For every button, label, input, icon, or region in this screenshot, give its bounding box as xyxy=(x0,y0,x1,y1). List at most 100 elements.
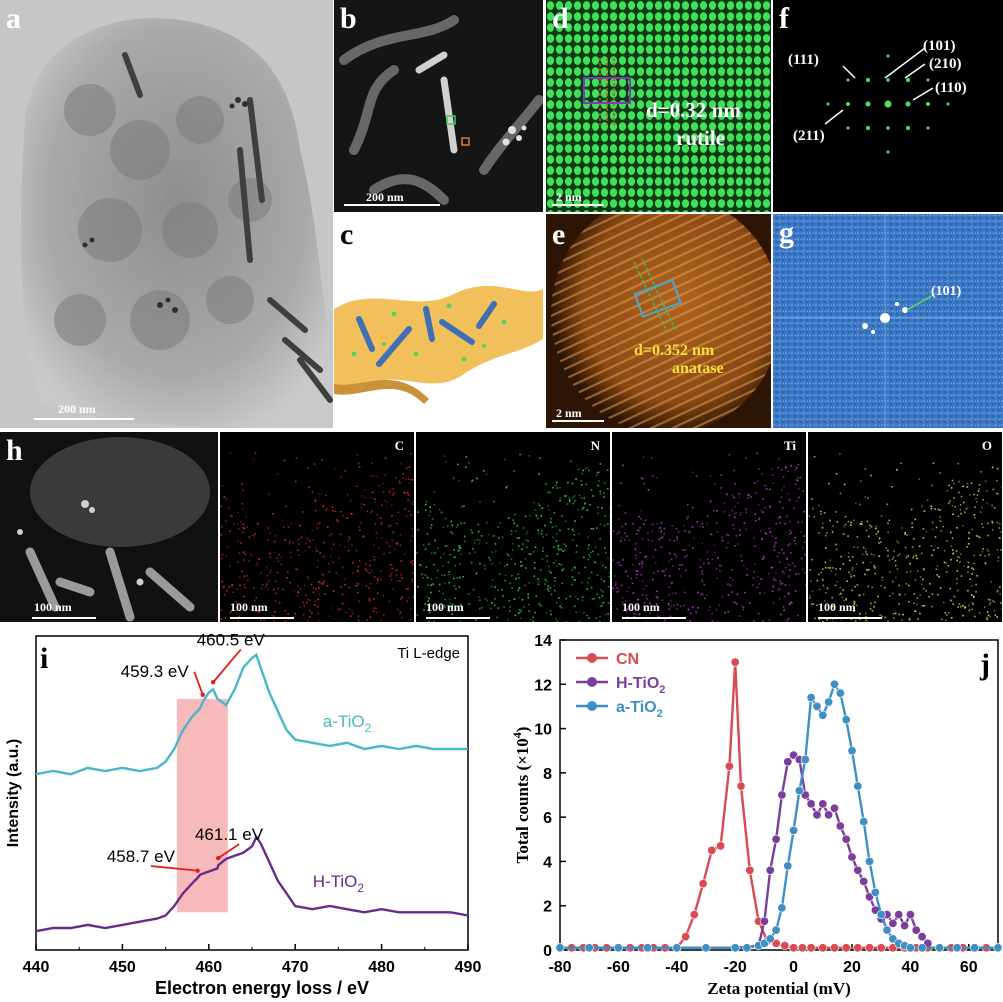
elemental-map xyxy=(612,452,806,622)
data-point xyxy=(900,921,910,931)
x-tick-label: 450 xyxy=(109,959,136,976)
elemental-map xyxy=(416,453,610,622)
panel-j-zeta-chart: 0 2 4 6 8 10 12 14 -80 -60 -40 -20 0 20 40 60 Zeta poten… xyxy=(510,633,1003,998)
data-point xyxy=(724,761,734,771)
scale-bar-label: 100 nm xyxy=(34,600,72,614)
miller-index-110: (110) xyxy=(935,80,967,96)
data-point xyxy=(841,943,851,953)
data-point xyxy=(806,943,816,953)
data-point xyxy=(777,903,787,913)
tem-micrograph xyxy=(0,0,333,428)
chart-title: Ti L-edge xyxy=(397,645,460,662)
data-point xyxy=(806,693,816,703)
arrow-head xyxy=(216,855,221,861)
scale-bar-label: 100 nm xyxy=(818,600,856,614)
data-point xyxy=(716,841,726,851)
y-tick-label: 10 xyxy=(534,722,552,739)
data-point xyxy=(829,803,839,813)
data-point xyxy=(824,697,834,707)
plot-frame xyxy=(35,635,469,951)
scale-bar xyxy=(552,420,604,422)
x-tick-label: 490 xyxy=(455,959,482,976)
arrow-head xyxy=(200,692,205,697)
legend-marker xyxy=(587,677,597,687)
series-label-a-tio2: a-TiO2 xyxy=(323,712,372,735)
nanosheet-schematic xyxy=(334,285,543,404)
data-point xyxy=(780,941,790,951)
x-tick-label: -60 xyxy=(607,959,630,976)
data-point xyxy=(818,799,828,809)
data-point xyxy=(812,810,822,820)
data-point xyxy=(876,943,886,953)
x-tick-label: 0 xyxy=(789,959,798,976)
x-axis-label: Electron energy loss / eV xyxy=(155,978,369,998)
scale-bar-label: 100 nm xyxy=(426,600,464,614)
data-point xyxy=(864,856,874,866)
data-point xyxy=(853,781,863,791)
panel-label-j: j xyxy=(979,648,990,681)
data-point xyxy=(894,910,904,920)
x-tick-label: 460 xyxy=(195,959,222,976)
data-point xyxy=(812,701,822,711)
data-point xyxy=(829,943,839,953)
panel-a-tem-image: a 200 nm xyxy=(0,0,333,428)
d-spacing-label: d=0.352 nm xyxy=(634,342,715,359)
data-point xyxy=(806,799,816,809)
data-point xyxy=(818,710,828,720)
x-tick-label: 40 xyxy=(902,959,920,976)
data-point xyxy=(829,679,839,689)
peak-annotation: 459.3 eV xyxy=(121,662,190,681)
haadf-micrograph xyxy=(334,0,543,212)
y-axis-label: Intensity (a.u.) xyxy=(5,739,22,847)
data-point xyxy=(783,861,793,871)
data-point xyxy=(935,943,945,953)
fft-pattern xyxy=(773,214,1003,428)
data-point xyxy=(911,925,921,935)
data-point xyxy=(765,865,775,875)
legend-marker xyxy=(587,701,597,711)
panel-label-g: g xyxy=(779,216,794,249)
data-point xyxy=(689,910,699,920)
miller-index-101: (101) xyxy=(931,284,962,299)
x-tick-label: -20 xyxy=(724,959,747,976)
scale-bar-label: 2 nm xyxy=(556,190,582,204)
d-spacing-label: d=0.32 nm xyxy=(646,98,741,122)
eds-map-o: O 100 nm xyxy=(808,432,1002,622)
data-point xyxy=(859,876,869,886)
element-label: Ti xyxy=(783,438,796,453)
data-point xyxy=(797,943,807,953)
panel-e-hrtem-anatase: d=0.352 nm anatase e 2 nm xyxy=(546,214,771,428)
data-point xyxy=(771,925,781,935)
fft-pattern xyxy=(773,0,1003,212)
y-tick-label: 12 xyxy=(534,677,552,694)
data-point xyxy=(771,834,781,844)
data-point xyxy=(759,916,769,926)
scale-bar xyxy=(622,617,686,619)
data-point xyxy=(584,943,594,953)
data-point xyxy=(882,925,892,935)
y-tick-label: 2 xyxy=(543,899,552,916)
data-point xyxy=(707,845,717,855)
data-point xyxy=(800,755,810,765)
data-point xyxy=(847,746,857,756)
phase-label: anatase xyxy=(672,360,724,377)
data-point xyxy=(853,943,863,953)
x-tick-label: -40 xyxy=(665,959,688,976)
scale-bar-label: 200 nm xyxy=(366,190,404,204)
arrow-head xyxy=(195,868,200,873)
scale-bar-label: 200 nm xyxy=(58,402,96,416)
data-point xyxy=(835,821,845,831)
arrow xyxy=(150,865,198,872)
x-tick-label: 60 xyxy=(960,959,978,976)
scale-bar-label: 100 nm xyxy=(230,600,268,614)
miller-index-210: (210) xyxy=(929,56,962,72)
scale-bar xyxy=(230,617,294,619)
arrow-head xyxy=(210,680,216,685)
series-label-h-tio2: H-TiO2 xyxy=(313,872,365,895)
panel-label-e: e xyxy=(552,218,566,251)
panel-f-fft: (111) (101) (210) (110) (211) f xyxy=(773,0,1003,212)
scale-bar-label: 100 nm xyxy=(622,600,660,614)
panel-label-h: h xyxy=(6,434,23,467)
data-point xyxy=(730,943,740,953)
data-point xyxy=(777,790,787,800)
